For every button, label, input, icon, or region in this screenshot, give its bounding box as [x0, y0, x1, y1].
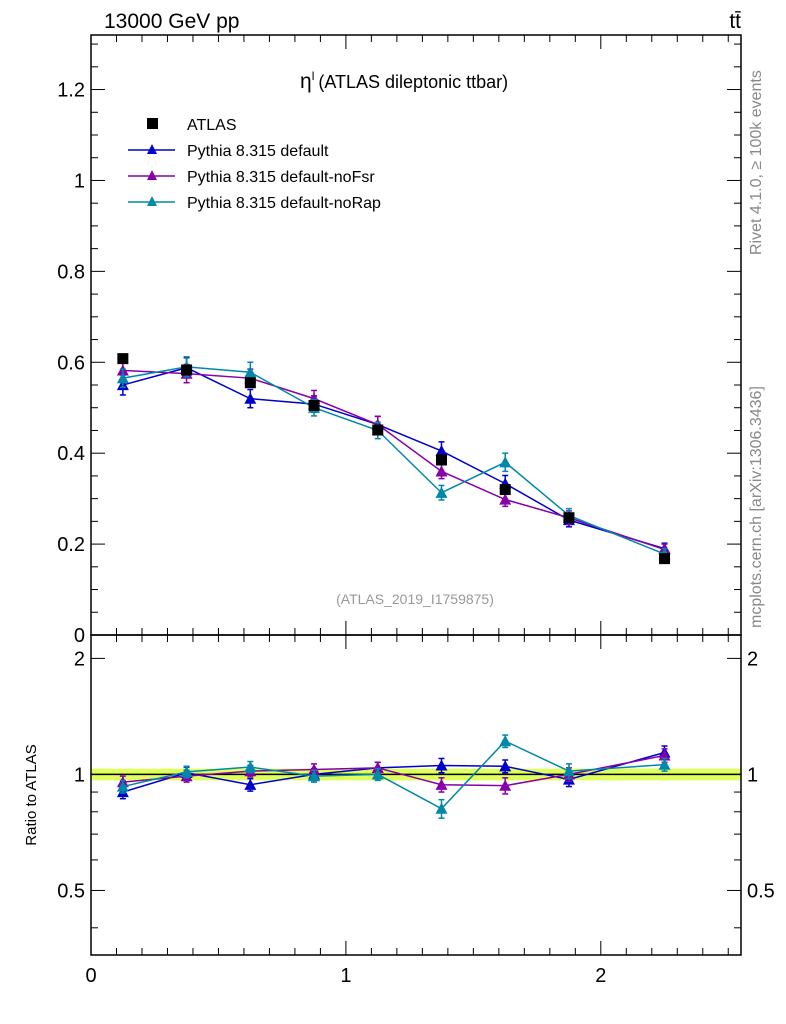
- data-point: [499, 456, 512, 468]
- source-label: mcplots.cern.ch [arXiv:1306.3436]: [748, 386, 765, 628]
- legend-marker-norap: [147, 196, 157, 206]
- series-layer: [116, 353, 671, 565]
- ratio-point: [180, 765, 193, 778]
- ratio-point: [499, 779, 512, 791]
- data-point: [244, 392, 257, 404]
- ratio-point: [499, 760, 512, 772]
- ratio-layer: [116, 734, 671, 819]
- process-label: tt̄: [729, 10, 741, 33]
- title-eta: η: [300, 70, 312, 93]
- main-y-tick-label: 0.6: [57, 352, 85, 374]
- data-point: [116, 372, 129, 384]
- legend-label-atlas: ATLAS: [187, 117, 237, 134]
- x-tick-label: 1: [340, 965, 351, 987]
- main-y-tick-label: 0.2: [57, 534, 85, 556]
- ratio-point: [435, 778, 448, 790]
- legend-label-norap: Pythia 8.315 default-noRap: [187, 195, 381, 212]
- ratio-point: [244, 761, 257, 773]
- plot-title: ηl (ATLAS dileptonic ttbar): [300, 69, 508, 93]
- data-point: [435, 454, 447, 466]
- axis-tick-labels: 0 0.2 0.4 0.6 0.8 1 1.2 0 1 2 0.5 0.5 1 1 2 2: [57, 80, 775, 987]
- data-point: [435, 444, 448, 457]
- ratio-point: [371, 768, 384, 780]
- x-tick-label: 0: [85, 965, 96, 987]
- ratio-point: [658, 758, 671, 770]
- data-point: [435, 486, 448, 498]
- main-y-tick-label: 0.8: [57, 261, 85, 283]
- data-point: [372, 424, 384, 436]
- main-y-tick-label: 0: [74, 625, 85, 647]
- series-ATLAS: [117, 353, 671, 565]
- ratio-point: [499, 735, 512, 747]
- ratio-point: [435, 759, 448, 771]
- series-line-noRap: [122, 366, 665, 555]
- legend-marker-atlas: [147, 118, 158, 129]
- ratio-y-tick-label-right: 1: [747, 764, 758, 786]
- ratio-ylabel: Ratio to ATLAS: [23, 744, 40, 845]
- data-point: [659, 553, 671, 565]
- x-tick-label: 2: [595, 965, 606, 987]
- ratio-y-tick-label: 1: [74, 764, 85, 786]
- ratio-point: [116, 780, 129, 792]
- data-point: [117, 353, 129, 365]
- main-y-tick-label: 1: [74, 170, 85, 192]
- analysis-label: (ATLAS_2019_I1759875): [336, 591, 494, 607]
- ratio-series-noRap: [116, 734, 671, 819]
- title-sup: l: [312, 69, 315, 83]
- legend-marker-default: [147, 144, 157, 154]
- ratio-point: [308, 770, 321, 782]
- ratio-y-tick-label: 2: [74, 648, 85, 670]
- data-point: [244, 366, 257, 378]
- ratio-point: [308, 763, 321, 775]
- data-point: [499, 484, 511, 496]
- legend: ATLAS Pythia 8.315 default Pythia 8.315 …: [128, 117, 381, 212]
- main-y-tick-label: 0.4: [57, 443, 85, 465]
- ratio-point: [562, 765, 575, 777]
- data-point: [181, 364, 193, 376]
- ratio-y-tick-label-right: 2: [747, 648, 758, 670]
- main-y-tick-label: 1.2: [57, 80, 85, 102]
- data-point: [563, 512, 575, 524]
- rivet-label: Rivet 4.1.0, ≥ 100k events: [748, 70, 765, 255]
- series-line-noFsr: [122, 369, 665, 551]
- legend-label-nofsr: Pythia 8.315 default-noFsr: [187, 169, 375, 186]
- ratio-point: [435, 802, 448, 814]
- ratio-y-tick-label: 0.5: [57, 880, 85, 902]
- ratio-plot-frame: [90, 634, 742, 956]
- ratio-point: [371, 761, 384, 773]
- data-point: [499, 493, 512, 505]
- data-point: [244, 377, 256, 389]
- data-point: [308, 399, 320, 411]
- series-noRap: [116, 356, 671, 561]
- ratio-point: [244, 778, 257, 790]
- legend-marker-nofsr: [147, 170, 157, 180]
- legend-label-default: Pythia 8.315 default: [187, 143, 329, 160]
- data-point: [435, 465, 448, 477]
- energy-label: 13000 GeV pp: [104, 10, 239, 33]
- ratio-y-tick-label-right: 0.5: [747, 880, 775, 902]
- title-rest: (ATLAS dileptonic ttbar): [318, 72, 508, 92]
